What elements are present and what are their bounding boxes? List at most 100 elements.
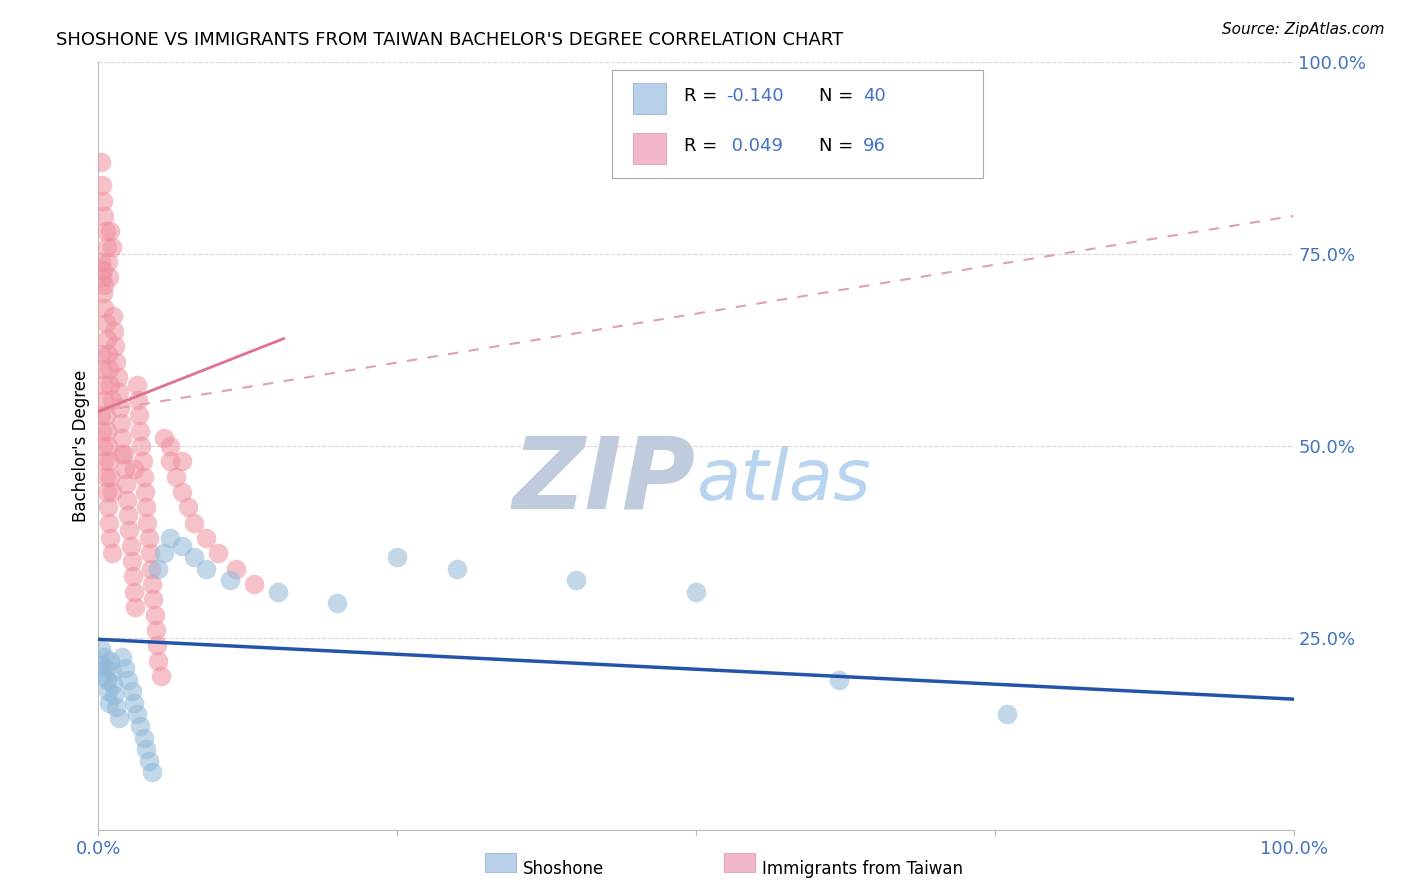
Point bbox=[148, 654, 170, 668]
Point bbox=[91, 657, 114, 672]
Point bbox=[195, 562, 218, 576]
Text: Shoshone: Shoshone bbox=[523, 860, 605, 878]
Point bbox=[94, 224, 117, 238]
Point bbox=[120, 539, 142, 553]
Point bbox=[91, 178, 114, 193]
Point bbox=[131, 454, 153, 468]
Point bbox=[93, 392, 115, 407]
Point bbox=[103, 324, 125, 338]
Point bbox=[103, 689, 125, 703]
FancyBboxPatch shape bbox=[613, 70, 983, 178]
Point bbox=[565, 573, 588, 587]
Point bbox=[91, 439, 114, 453]
Point bbox=[134, 485, 156, 500]
Text: -0.140: -0.140 bbox=[725, 87, 783, 105]
Point bbox=[94, 469, 117, 483]
Point bbox=[243, 577, 266, 591]
Point bbox=[107, 711, 129, 725]
Point bbox=[124, 696, 146, 710]
Point bbox=[93, 454, 115, 468]
Point bbox=[111, 431, 134, 445]
Point bbox=[446, 562, 468, 576]
Point bbox=[172, 454, 194, 468]
Point bbox=[172, 539, 194, 553]
Point bbox=[96, 239, 118, 253]
Point bbox=[138, 754, 160, 768]
Point bbox=[142, 592, 165, 607]
Point bbox=[96, 332, 118, 346]
Point bbox=[326, 596, 349, 610]
Point bbox=[98, 362, 121, 376]
Point bbox=[97, 255, 120, 269]
Point bbox=[177, 500, 200, 515]
Point bbox=[135, 742, 157, 756]
Point bbox=[141, 765, 163, 780]
Point bbox=[94, 661, 117, 675]
Point bbox=[98, 516, 121, 530]
Point bbox=[153, 546, 176, 560]
Point bbox=[132, 731, 155, 745]
Point bbox=[267, 584, 290, 599]
Point bbox=[143, 607, 166, 622]
Point bbox=[97, 684, 120, 698]
Point bbox=[828, 673, 851, 687]
Point bbox=[131, 439, 153, 453]
Point bbox=[98, 531, 122, 545]
Point bbox=[207, 546, 229, 560]
Point bbox=[121, 554, 143, 568]
Point bbox=[148, 562, 170, 576]
Point bbox=[96, 673, 118, 687]
Point bbox=[98, 270, 121, 285]
Point bbox=[141, 577, 163, 591]
Point bbox=[107, 370, 129, 384]
Point bbox=[97, 500, 120, 515]
Point bbox=[93, 209, 115, 223]
Point bbox=[165, 469, 187, 483]
Point bbox=[149, 669, 172, 683]
Point bbox=[94, 316, 117, 330]
Point bbox=[115, 492, 138, 507]
Point bbox=[91, 270, 114, 285]
Point bbox=[90, 409, 112, 423]
Point bbox=[100, 485, 122, 500]
Point bbox=[96, 424, 118, 438]
Point bbox=[125, 707, 148, 722]
Point bbox=[145, 623, 167, 637]
Point bbox=[91, 194, 114, 208]
Point bbox=[97, 439, 120, 453]
Text: R =: R = bbox=[685, 136, 723, 154]
Point bbox=[195, 531, 218, 545]
Point bbox=[100, 239, 122, 253]
Point bbox=[118, 524, 141, 538]
Point bbox=[91, 285, 114, 300]
Text: N =: N = bbox=[820, 136, 859, 154]
Point bbox=[114, 462, 136, 476]
Point bbox=[124, 600, 146, 615]
Text: Source: ZipAtlas.com: Source: ZipAtlas.com bbox=[1222, 22, 1385, 37]
Point bbox=[138, 531, 160, 545]
Point bbox=[98, 377, 122, 392]
Point bbox=[385, 550, 409, 565]
Text: Immigrants from Taiwan: Immigrants from Taiwan bbox=[762, 860, 963, 878]
Point bbox=[98, 654, 122, 668]
Point bbox=[129, 424, 152, 438]
Point bbox=[98, 469, 122, 483]
Point bbox=[94, 409, 117, 423]
Point bbox=[104, 339, 127, 353]
Point bbox=[111, 447, 134, 461]
Point bbox=[139, 562, 162, 576]
Point bbox=[139, 546, 162, 560]
Point bbox=[124, 584, 146, 599]
Point bbox=[159, 439, 181, 453]
Point bbox=[90, 155, 112, 169]
Point bbox=[159, 454, 181, 468]
Point bbox=[97, 347, 120, 361]
Point bbox=[98, 454, 121, 468]
Point bbox=[96, 485, 118, 500]
Point bbox=[115, 477, 138, 491]
Point bbox=[127, 392, 149, 407]
Point bbox=[111, 649, 134, 664]
Text: 0.049: 0.049 bbox=[725, 136, 783, 154]
Point bbox=[135, 500, 157, 515]
Text: R =: R = bbox=[685, 87, 723, 105]
